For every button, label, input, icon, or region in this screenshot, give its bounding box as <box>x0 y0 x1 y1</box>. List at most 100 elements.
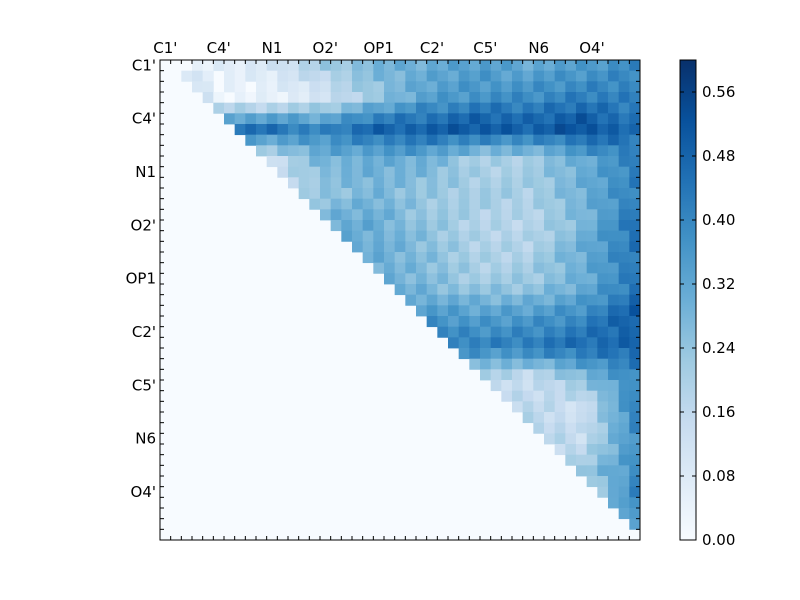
heatmap-cell <box>597 486 609 498</box>
heatmap-cell <box>512 156 524 168</box>
heatmap-cell <box>448 284 460 296</box>
heatmap-cell <box>586 369 598 381</box>
heatmap-cell <box>309 124 321 136</box>
heatmap-cell <box>202 60 214 72</box>
heatmap-cell <box>469 198 481 210</box>
heatmap-cell <box>458 220 470 232</box>
heatmap-cell <box>533 145 545 157</box>
heatmap-cell <box>576 124 588 136</box>
heatmap-cell <box>544 81 556 93</box>
heatmap-cell <box>522 188 534 200</box>
x-tick-label: O2' <box>313 39 338 57</box>
heatmap-cell <box>576 390 588 402</box>
heatmap-cell <box>608 380 620 392</box>
heatmap-cell <box>554 348 566 360</box>
heatmap-cell <box>373 177 385 189</box>
heatmap-cell <box>352 198 364 210</box>
heatmap-cell <box>394 230 406 242</box>
heatmap-cell <box>458 337 470 349</box>
heatmap-cell <box>608 401 620 413</box>
heatmap-cell <box>554 177 566 189</box>
heatmap-cell <box>352 220 364 232</box>
heatmap-cell <box>490 241 502 253</box>
heatmap-cell <box>490 316 502 328</box>
heatmap-cell <box>458 230 470 242</box>
heatmap-cell <box>544 102 556 114</box>
heatmap-cell <box>608 156 620 168</box>
heatmap-cell <box>629 326 641 338</box>
heatmap-cell <box>394 284 406 296</box>
heatmap-cell <box>490 60 502 72</box>
heatmap-cell <box>533 380 545 392</box>
heatmap-cell <box>597 220 609 232</box>
heatmap-cell <box>565 316 577 328</box>
heatmap-cell <box>608 198 620 210</box>
heatmap-cell <box>522 92 534 104</box>
heatmap-cell <box>597 241 609 253</box>
heatmap-cell <box>320 70 332 82</box>
heatmap-cell <box>512 102 524 114</box>
heatmap-cell <box>629 60 641 72</box>
heatmap-cell <box>448 262 460 274</box>
heatmap-cell <box>618 252 630 264</box>
heatmap-cell <box>469 60 481 72</box>
heatmap-cell <box>277 70 289 82</box>
heatmap-cell <box>597 102 609 114</box>
heatmap-cell <box>437 70 449 82</box>
heatmap-cell <box>437 113 449 125</box>
heatmap-cell <box>490 81 502 93</box>
heatmap-cell <box>544 294 556 306</box>
heatmap-cell <box>394 81 406 93</box>
heatmap-cell <box>512 134 524 146</box>
heatmap-cell <box>586 358 598 370</box>
heatmap-cell <box>426 166 438 178</box>
heatmap-cell <box>544 134 556 146</box>
heatmap-cell <box>437 92 449 104</box>
heatmap-cell <box>416 294 428 306</box>
heatmap-cell <box>533 294 545 306</box>
heatmap-cell <box>309 70 321 82</box>
heatmap-cell <box>544 369 556 381</box>
heatmap-cell <box>469 209 481 221</box>
heatmap-cell <box>394 198 406 210</box>
heatmap-cell <box>448 241 460 253</box>
heatmap-cell <box>629 476 641 488</box>
heatmap-cell <box>618 156 630 168</box>
heatmap-cell <box>576 369 588 381</box>
heatmap-cell <box>576 60 588 72</box>
heatmap-cell <box>576 166 588 178</box>
heatmap-cell <box>416 230 428 242</box>
plot-frame <box>159 59 641 541</box>
heatmap-cell <box>586 454 598 466</box>
heatmap-cell <box>597 358 609 370</box>
heatmap-cell <box>320 113 332 125</box>
heatmap-cell <box>437 60 449 72</box>
heatmap-cell <box>352 81 364 93</box>
heatmap-cell <box>576 92 588 104</box>
heatmap-cell <box>629 220 641 232</box>
heatmap-cell <box>490 156 502 168</box>
heatmap-cell <box>512 145 524 157</box>
heatmap-cell <box>618 476 630 488</box>
heatmap-cell <box>533 156 545 168</box>
heatmap-cell <box>576 348 588 360</box>
heatmap-cell <box>309 102 321 114</box>
heatmap-cell <box>522 134 534 146</box>
heatmap-cell <box>586 70 598 82</box>
heatmap-cell <box>629 102 641 114</box>
heatmap-cell <box>586 444 598 456</box>
heatmap-cell <box>565 273 577 285</box>
heatmap-cell <box>277 166 289 178</box>
heatmap-cell <box>394 145 406 157</box>
heatmap-cell <box>352 188 364 200</box>
heatmap-cell <box>245 102 257 114</box>
heatmap-cell <box>629 113 641 125</box>
heatmap-cell <box>480 262 492 274</box>
y-tick-label: OP1 <box>126 270 156 288</box>
heatmap-cell <box>576 241 588 253</box>
heatmap-cell <box>320 177 332 189</box>
colorbar-tick-label: 0.00 <box>702 531 735 549</box>
heatmap-cell <box>469 124 481 136</box>
heatmap-cell <box>501 294 513 306</box>
heatmap-cell <box>213 92 225 104</box>
